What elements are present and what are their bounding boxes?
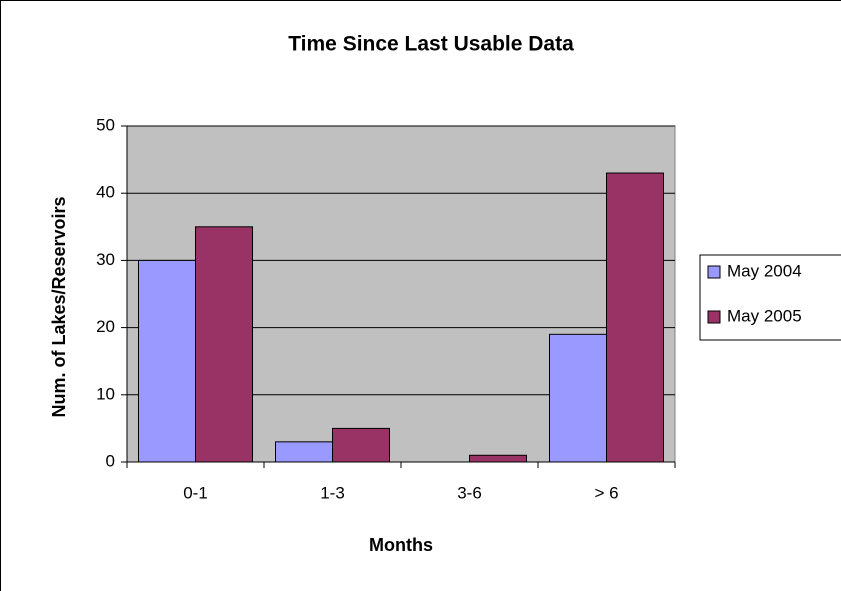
bar <box>549 333 607 463</box>
y-tick-label: 40 <box>96 183 115 202</box>
y-tick-label: 50 <box>96 115 115 134</box>
x-axis-title: Months <box>369 535 433 555</box>
y-tick-label: 10 <box>96 384 115 403</box>
y-tick-label: 0 <box>106 451 115 470</box>
x-tick-label: > 6 <box>594 483 618 502</box>
bar <box>275 441 333 463</box>
y-tick-label: 20 <box>96 317 115 336</box>
x-tick-label: 0-1 <box>183 483 208 502</box>
bar <box>469 454 527 463</box>
legend-label: May 2004 <box>727 261 802 280</box>
chart-title: Time Since Last Usable Data <box>288 33 574 56</box>
legend <box>699 254 841 341</box>
legend-swatch <box>707 265 721 279</box>
y-axis-title: Num. of Lakes/Reservoirs <box>49 196 69 417</box>
bar <box>195 226 253 463</box>
bar <box>138 259 196 463</box>
x-tick-label: 1-3 <box>320 483 345 502</box>
bar <box>332 427 390 463</box>
bar <box>606 172 664 463</box>
legend-label: May 2005 <box>727 306 802 325</box>
legend-swatch <box>707 310 721 324</box>
y-tick-label: 30 <box>96 250 115 269</box>
x-tick-label: 3-6 <box>457 483 482 502</box>
